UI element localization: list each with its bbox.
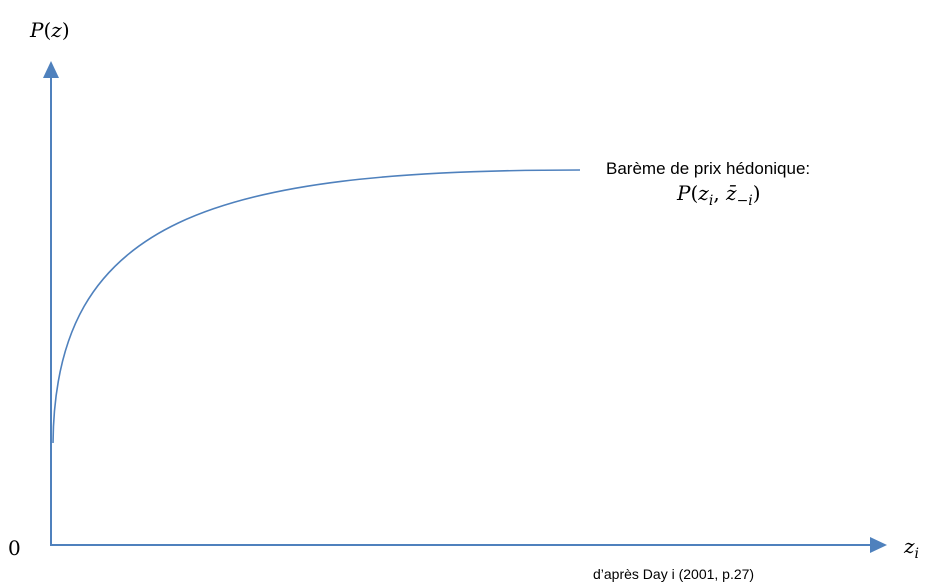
hedonic-price-curve	[52, 169, 581, 444]
curve-label-formula: P(zi, z̄−i)	[676, 181, 761, 209]
source-citation: d’après Day i (2001, p.27)	[593, 566, 754, 582]
y-axis-arrowhead	[43, 61, 59, 78]
curve-label-title: Barème de prix hédonique:	[606, 159, 810, 178]
x-axis-arrowhead	[870, 537, 887, 553]
x-axis-label: zi	[903, 534, 919, 562]
y-axis-label: P(z)	[29, 18, 70, 42]
origin-label: 0	[8, 536, 21, 560]
